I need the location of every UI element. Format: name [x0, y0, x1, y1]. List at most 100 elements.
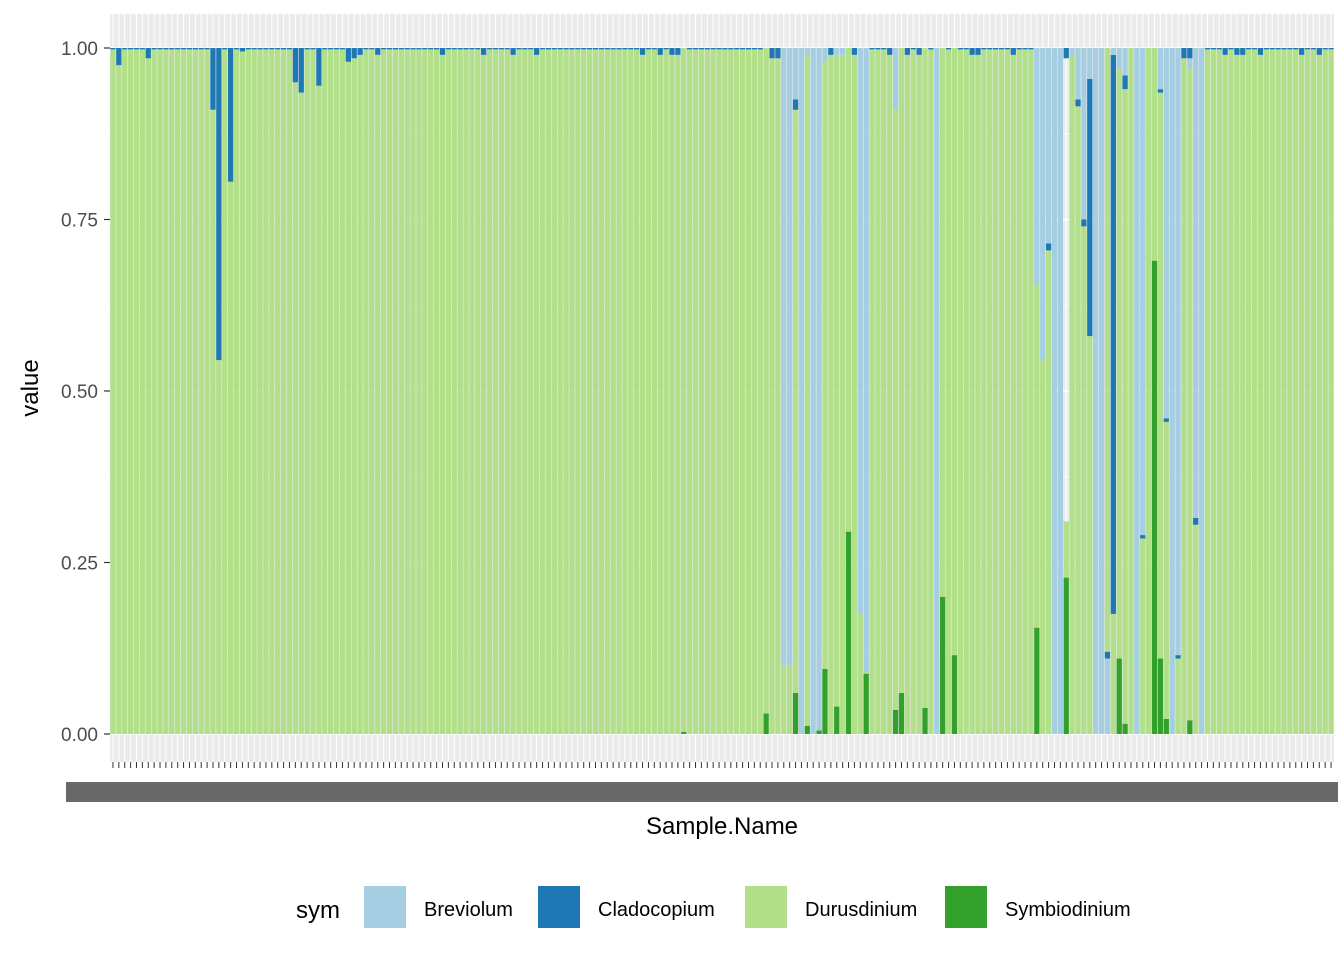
bar-segment-durusdinium — [1140, 538, 1146, 734]
bar-segment-cladocopium — [475, 48, 481, 50]
bar-segment-durusdinium — [528, 49, 534, 734]
bar-segment-durusdinium — [163, 49, 169, 734]
bar-segment-durusdinium — [428, 49, 434, 734]
bar-segment-symbiodinium — [863, 673, 869, 734]
bar-segment-cladocopium — [1010, 48, 1016, 55]
bar-segment-durusdinium — [839, 54, 846, 735]
bar-segment-cladocopium — [416, 48, 422, 50]
bar-segment-breviolum — [787, 48, 793, 666]
bar-segment-cladocopium — [151, 48, 157, 50]
bar-segment-cladocopium — [904, 48, 911, 55]
bar-segment-durusdinium — [539, 49, 546, 734]
bar-segment-breviolum — [822, 48, 828, 62]
bar-segment-durusdinium — [1028, 49, 1034, 734]
bar-segment-cladocopium — [1022, 48, 1028, 50]
bar-segment-durusdinium — [475, 49, 481, 734]
bar-segment-cladocopium — [1110, 54, 1116, 614]
bar-segment-symbiodinium — [1034, 627, 1040, 734]
bar-segment-durusdinium — [1128, 48, 1134, 734]
bar-segment-durusdinium — [1310, 49, 1317, 734]
bar-segment-durusdinium — [1045, 250, 1052, 734]
bar-segment-symbiodinium — [792, 692, 799, 734]
bar-segment-cladocopium — [569, 48, 575, 50]
legend: sym Breviolum Cladocopium Durusdinium Symbi… — [296, 886, 1131, 928]
bar-segment-cladocopium — [734, 48, 740, 50]
bar-segment-cladocopium — [698, 48, 705, 50]
bar-segment-durusdinium — [251, 49, 257, 734]
bar-segment-durusdinium — [339, 49, 346, 734]
bar-segment-durusdinium — [651, 49, 657, 734]
bar-segment-cladocopium — [1016, 48, 1022, 50]
bar-segment-cladocopium — [675, 48, 681, 55]
bar-segment-durusdinium — [386, 49, 393, 734]
bar-segment-durusdinium — [569, 49, 575, 734]
bar-segment-durusdinium — [139, 49, 146, 734]
bar-segment-durusdinium — [975, 54, 981, 735]
bar-segment-durusdinium — [910, 49, 916, 734]
bar-segment-cladocopium — [875, 48, 881, 50]
bar-segment-cladocopium — [486, 48, 493, 50]
bar-segment-durusdinium — [1228, 49, 1234, 734]
bar-segment-durusdinium — [116, 65, 122, 734]
bar-segment-cladocopium — [916, 48, 922, 55]
bar-segment-cladocopium — [686, 48, 693, 50]
bar-segment-cladocopium — [957, 48, 963, 50]
bar-segment-durusdinium — [1145, 48, 1152, 734]
bar-segment-breviolum — [892, 48, 899, 110]
bar-segment-cladocopium — [775, 48, 781, 59]
bar-segment-breviolum — [1087, 48, 1093, 79]
bar-segment-symbiodinium — [892, 709, 899, 734]
bar-segment-breviolum — [1163, 48, 1169, 419]
bar-segment-breviolum — [1157, 48, 1164, 90]
legend-swatch-breviolum — [364, 886, 406, 928]
bar-segment-cladocopium — [1298, 48, 1305, 55]
bar-segment-durusdinium — [928, 49, 934, 734]
bar-segment-durusdinium — [763, 48, 769, 714]
bar-segment-durusdinium — [963, 49, 969, 734]
bar-segment-durusdinium — [451, 49, 457, 734]
bar-segment-cladocopium — [992, 48, 999, 50]
bar-segment-durusdinium — [545, 49, 552, 734]
bar-segment-durusdinium — [333, 49, 340, 734]
bar-segment-cladocopium — [692, 48, 699, 50]
bar-segment-cladocopium — [510, 48, 516, 55]
bar-segment-symbiodinium — [834, 706, 840, 734]
bar-segment-cladocopium — [1322, 48, 1328, 50]
bar-segment-durusdinium — [392, 49, 399, 734]
bar-segment-cladocopium — [604, 48, 610, 50]
bar-segment-durusdinium — [598, 49, 605, 734]
bar-segment-cladocopium — [316, 48, 322, 86]
bar-segment-durusdinium — [445, 49, 452, 734]
bar-segment-cladocopium — [669, 48, 675, 55]
bar-segment-cladocopium — [1163, 418, 1169, 422]
legend-label-breviolum: Breviolum — [424, 899, 513, 921]
bar-segment-durusdinium — [1040, 360, 1046, 734]
bar-segment-cladocopium — [987, 48, 993, 50]
bar-segment-breviolum — [834, 48, 840, 55]
bar-segment-symbiodinium — [816, 729, 822, 734]
bar-segment-cladocopium — [704, 48, 710, 50]
bar-segment-cladocopium — [887, 48, 893, 55]
bar-segment-cladocopium — [1045, 243, 1052, 251]
bar-segment-durusdinium — [828, 54, 834, 735]
legend-swatch-symbiodinium — [945, 886, 987, 928]
bar-segment-durusdinium — [745, 49, 752, 734]
bar-segment-cladocopium — [1157, 89, 1164, 93]
bar-segment-cladocopium — [204, 48, 210, 50]
y-tick-label: 0.00 — [61, 725, 98, 746]
bar-segment-durusdinium — [710, 49, 716, 734]
bar-segment-cladocopium — [175, 48, 181, 50]
bar-segment-durusdinium — [669, 54, 675, 735]
bar-segment-cladocopium — [1246, 48, 1252, 50]
legend-label-cladocopium: Cladocopium — [598, 899, 715, 921]
bar-segment-durusdinium — [1116, 68, 1122, 659]
bar-segment-durusdinium — [280, 49, 287, 734]
bar-segment-durusdinium — [1293, 49, 1299, 734]
bar-segment-breviolum — [1057, 48, 1064, 734]
bar-segment-cladocopium — [263, 48, 269, 50]
bar-segment-cladocopium — [634, 48, 640, 50]
bar-segment-durusdinium — [122, 49, 128, 734]
bar-segment-durusdinium — [422, 49, 428, 734]
bar-segment-durusdinium — [227, 181, 234, 734]
bar-segment-cladocopium — [422, 48, 428, 50]
